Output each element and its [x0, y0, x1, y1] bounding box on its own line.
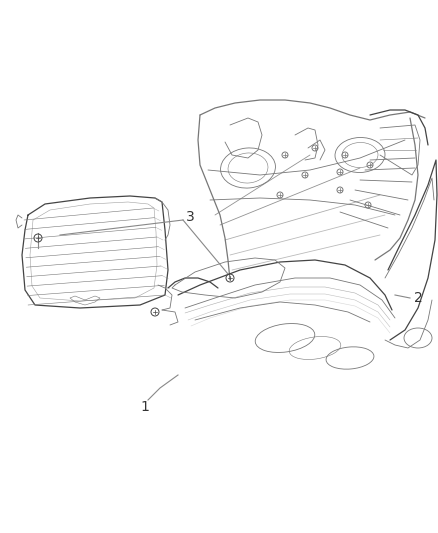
Text: 1: 1 [141, 400, 149, 414]
Text: 3: 3 [186, 210, 194, 224]
Text: 2: 2 [413, 291, 422, 305]
